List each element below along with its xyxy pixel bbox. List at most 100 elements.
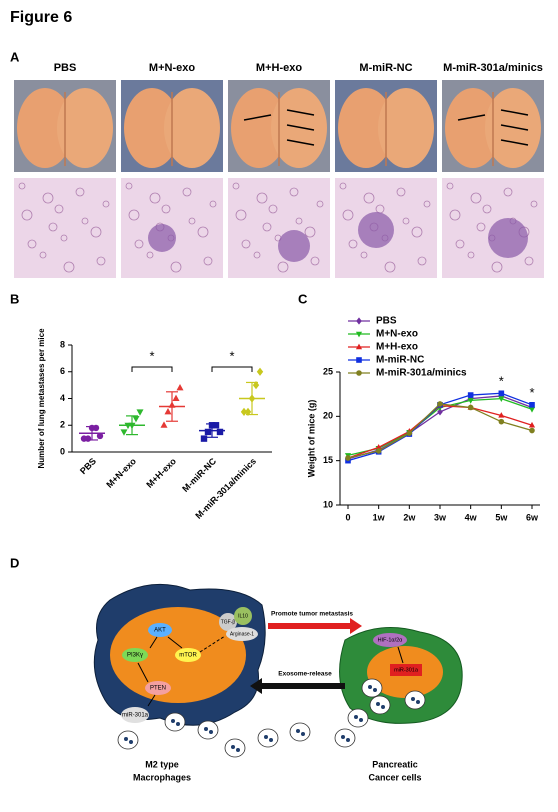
lung bbox=[17, 88, 73, 168]
y-tick-label: 6 bbox=[60, 366, 65, 376]
tissue-spot bbox=[256, 192, 268, 204]
y-tick-label: 15 bbox=[323, 455, 333, 465]
marker bbox=[200, 435, 208, 442]
marker bbox=[356, 317, 362, 325]
exosomes bbox=[117, 678, 426, 758]
exosome-cargo bbox=[416, 700, 420, 704]
diagram: AKT PI3Kγ mTOR PTEN miR-301a TGF-β IL10 … bbox=[93, 583, 463, 782]
node bbox=[234, 607, 252, 625]
x-tick-label: 2w bbox=[403, 512, 416, 522]
marker bbox=[498, 390, 505, 397]
node bbox=[121, 707, 149, 723]
tissue-spot bbox=[482, 204, 492, 214]
exosome-cargo bbox=[204, 727, 208, 731]
y-tick-label: 10 bbox=[323, 499, 333, 509]
x-tick-label: 1w bbox=[373, 512, 386, 522]
tissue-spot bbox=[18, 182, 26, 190]
significance-label: * bbox=[529, 385, 534, 400]
tissue-spot bbox=[402, 217, 410, 225]
marker bbox=[84, 435, 92, 442]
exosome bbox=[361, 678, 383, 698]
exosome bbox=[117, 730, 139, 750]
exosome-cargo bbox=[376, 702, 380, 706]
histology bbox=[228, 178, 330, 278]
tissue-spot bbox=[417, 256, 427, 266]
tissue-spot bbox=[128, 209, 140, 221]
nodule bbox=[278, 230, 310, 262]
x-tick-label: 0 bbox=[345, 512, 350, 522]
y-tick-label: 25 bbox=[323, 366, 333, 376]
tissue-spot bbox=[262, 222, 272, 232]
marker bbox=[164, 408, 172, 415]
significance-label: * bbox=[229, 348, 234, 363]
node bbox=[148, 623, 172, 637]
marker bbox=[498, 396, 505, 402]
significance-label: * bbox=[499, 374, 504, 389]
lung bbox=[124, 88, 180, 168]
y-tick-label: 8 bbox=[60, 339, 65, 349]
significance-bracket bbox=[131, 366, 173, 372]
marker bbox=[528, 407, 536, 413]
lung bbox=[445, 88, 501, 168]
tissue-spot bbox=[54, 204, 64, 214]
cell-label: Pancreatic bbox=[372, 759, 418, 769]
exosome-cargo bbox=[171, 719, 175, 723]
arrow-mark bbox=[500, 109, 529, 116]
marker bbox=[467, 404, 474, 411]
marker bbox=[212, 422, 220, 429]
marker bbox=[437, 401, 443, 407]
y-tick-label: 4 bbox=[60, 393, 65, 403]
marker bbox=[355, 331, 363, 338]
marker bbox=[355, 343, 363, 350]
exosome bbox=[404, 690, 426, 710]
legend-label: M-miR-NC bbox=[376, 355, 424, 366]
tissue-spot bbox=[42, 192, 54, 204]
exosome-cargo bbox=[341, 735, 345, 739]
exosome-cargo bbox=[373, 688, 377, 692]
node-label: IL10 bbox=[238, 613, 248, 619]
tissue-spot bbox=[476, 222, 486, 232]
connector bbox=[137, 662, 149, 683]
tissue-spot bbox=[170, 261, 182, 273]
tissue-spot bbox=[310, 256, 320, 266]
tissue-spot bbox=[530, 200, 538, 208]
tissue-spot bbox=[161, 204, 171, 214]
lung bbox=[485, 88, 541, 168]
marker bbox=[92, 424, 100, 432]
nodule bbox=[488, 218, 528, 258]
marker bbox=[244, 407, 252, 417]
column-label: M-miR-301a/minics bbox=[443, 62, 543, 74]
node bbox=[219, 613, 237, 631]
marker bbox=[529, 402, 535, 408]
tissue-spot bbox=[449, 209, 461, 221]
tissue-spot bbox=[81, 217, 89, 225]
tissue-spot bbox=[455, 239, 465, 249]
y-tick-label: 0 bbox=[60, 446, 65, 456]
y-tick-label: 20 bbox=[323, 411, 333, 421]
node-label: PI3Kγ bbox=[127, 653, 143, 659]
marker bbox=[176, 383, 184, 391]
panel-label: C bbox=[298, 291, 308, 306]
tissue-spot bbox=[491, 261, 503, 273]
panel-label: B bbox=[10, 291, 19, 306]
exosome-cargo bbox=[301, 732, 305, 736]
x-tick-label: 6w bbox=[526, 512, 539, 522]
arrow-mark bbox=[500, 139, 529, 146]
marker bbox=[120, 429, 128, 436]
tissue-spot bbox=[423, 200, 431, 208]
tissue-spot bbox=[411, 226, 423, 238]
tissue-spot bbox=[235, 209, 247, 221]
histology bbox=[121, 178, 223, 278]
lung bbox=[231, 88, 287, 168]
tissue-spot bbox=[384, 261, 396, 273]
connector bbox=[149, 636, 158, 649]
tissue-spot bbox=[467, 251, 475, 259]
y-tick-label: 2 bbox=[60, 420, 65, 430]
node-label: TGF-β bbox=[221, 619, 236, 625]
tissue-spot bbox=[27, 239, 37, 249]
y-axis-label: Number of lung metastases per mice bbox=[37, 328, 46, 469]
tissue-spot bbox=[503, 187, 513, 197]
significance-label: * bbox=[149, 348, 154, 363]
x-tick-label: M-miR-NC bbox=[180, 456, 218, 494]
tissue-spot bbox=[60, 234, 68, 242]
